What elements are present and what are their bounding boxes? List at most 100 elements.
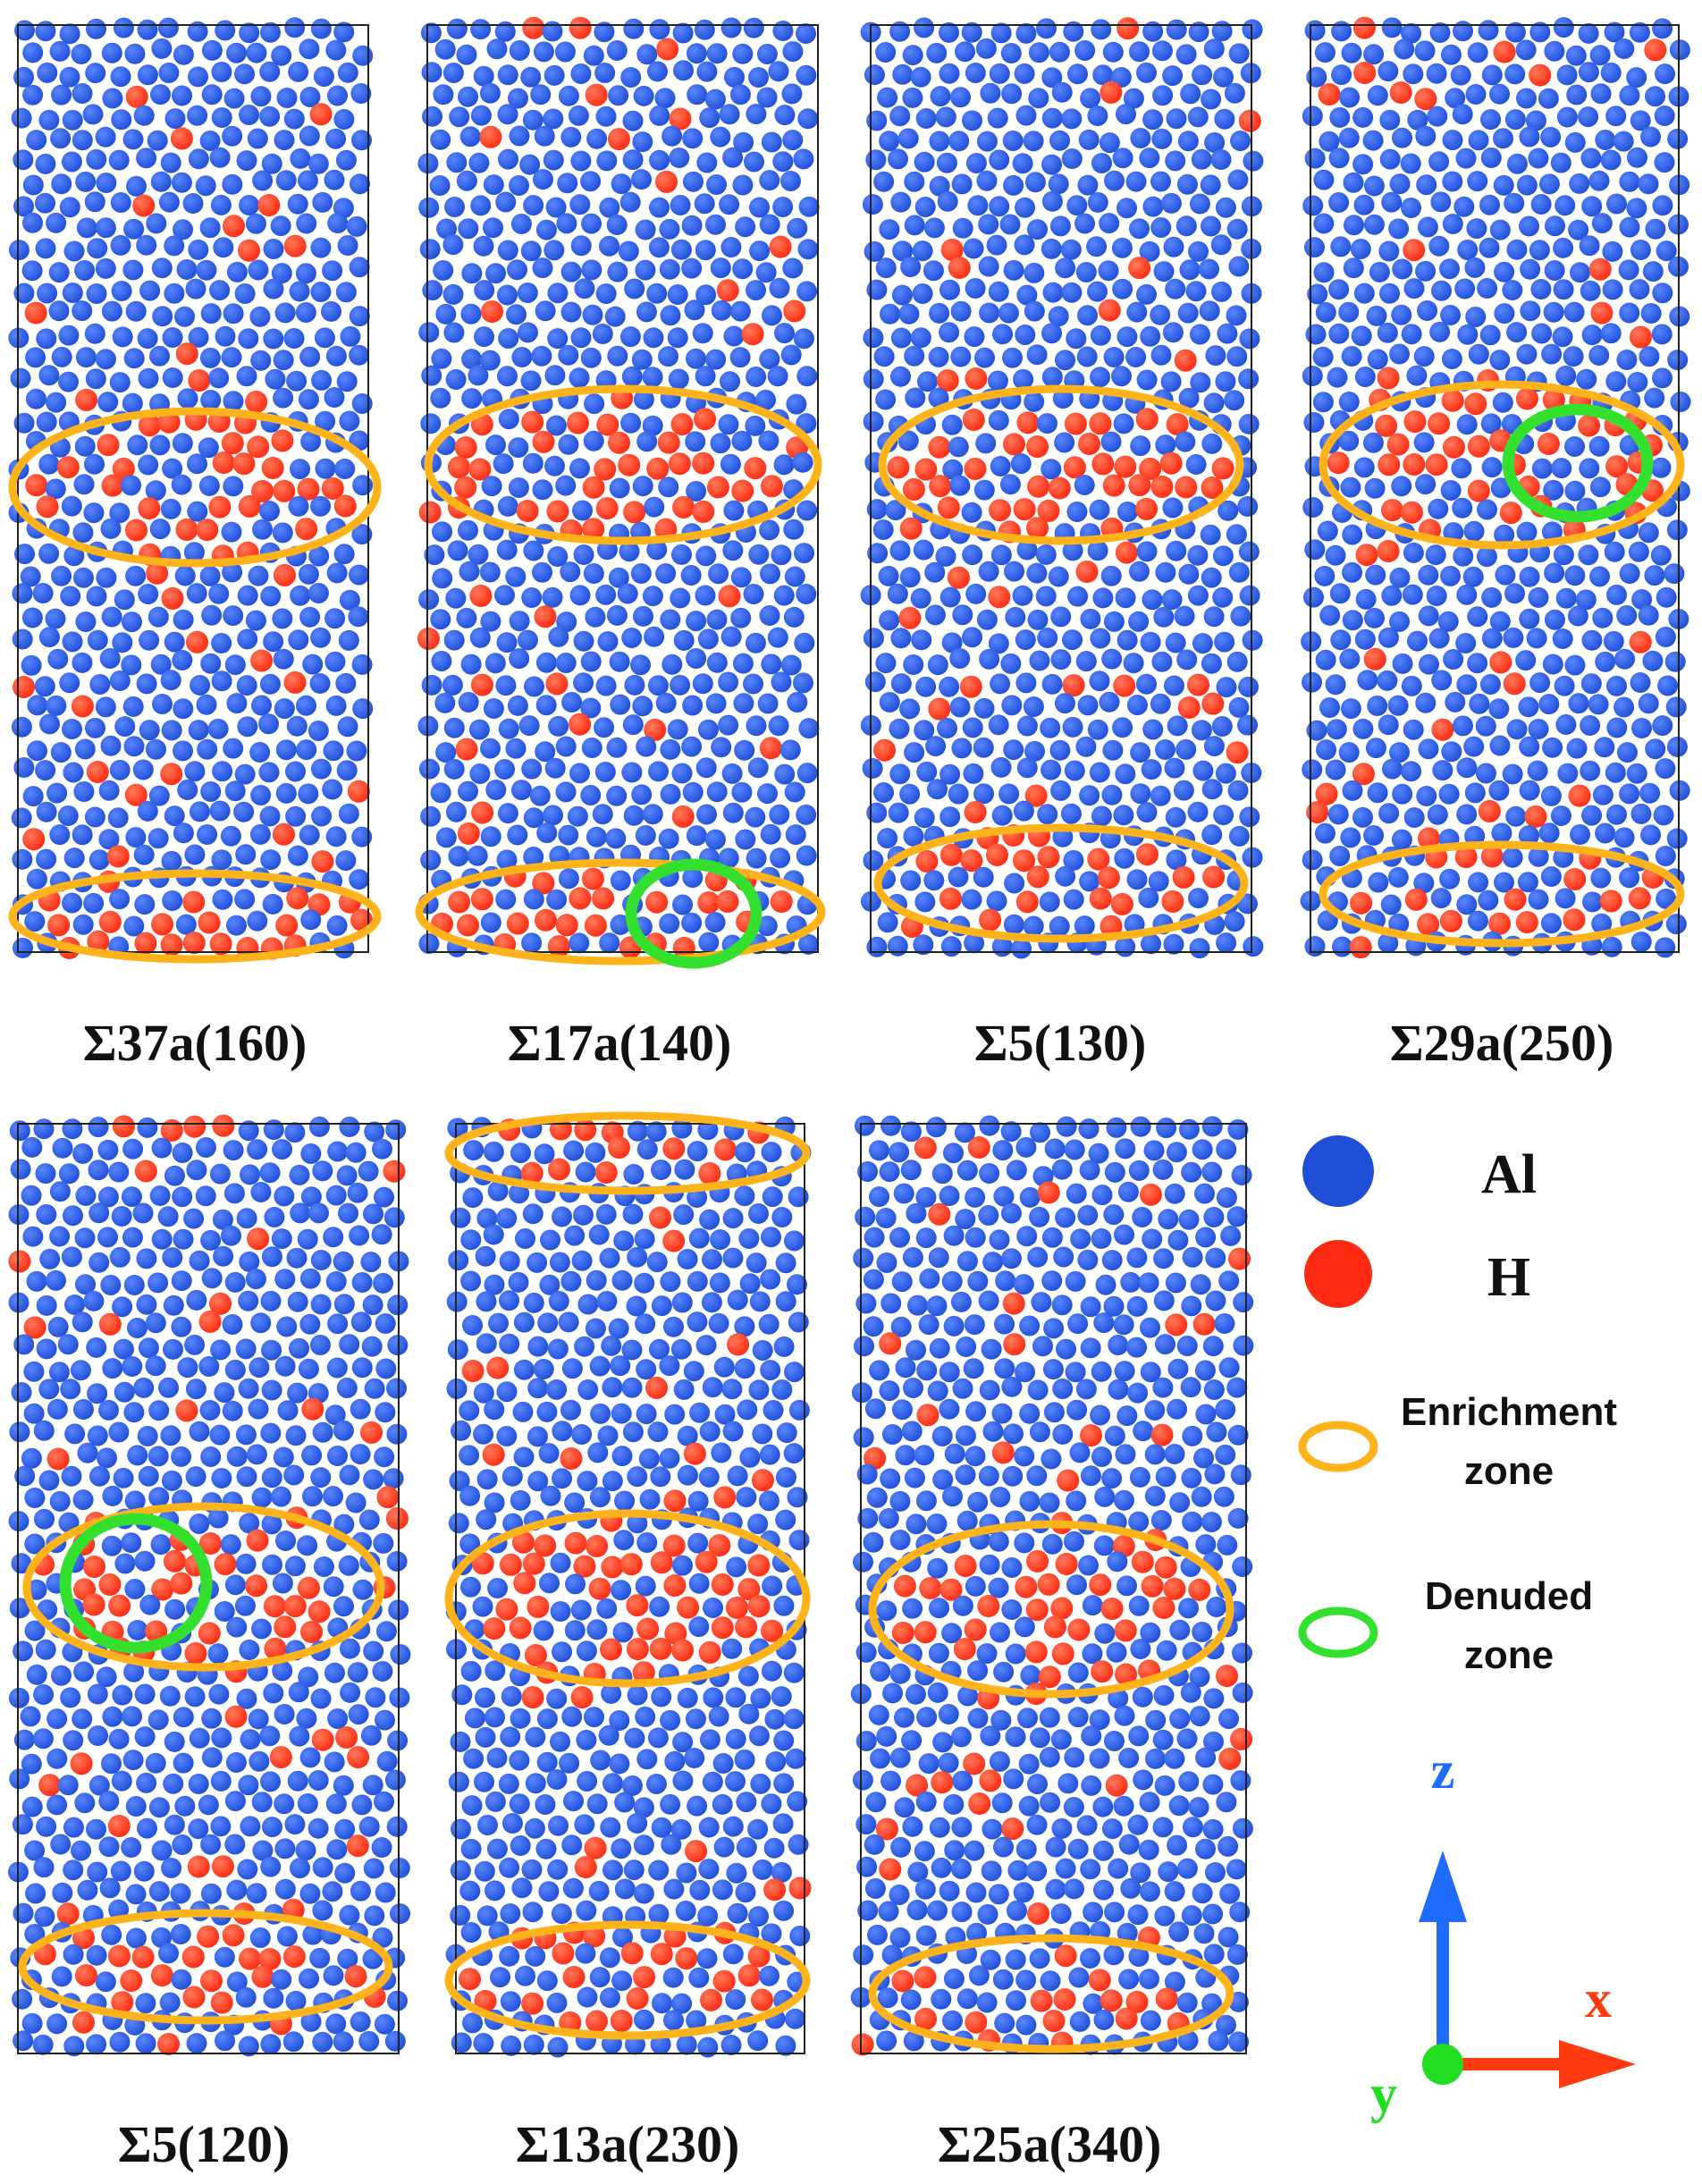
al-atom bbox=[618, 240, 639, 262]
al-atom bbox=[1100, 565, 1122, 586]
al-atom bbox=[515, 1228, 535, 1249]
al-atom bbox=[72, 300, 93, 322]
al-atom bbox=[910, 66, 931, 88]
al-atom bbox=[941, 1623, 963, 1644]
al-atom bbox=[906, 1514, 927, 1535]
al-atom bbox=[1407, 109, 1428, 131]
al-atom bbox=[13, 1902, 34, 1924]
al-atom bbox=[223, 303, 244, 325]
al-atom bbox=[234, 889, 256, 910]
al-atom bbox=[20, 1706, 41, 1727]
al-atom bbox=[1315, 302, 1336, 323]
al-atom bbox=[334, 1818, 356, 1840]
al-atom bbox=[542, 586, 563, 608]
al-atom bbox=[1442, 130, 1463, 151]
al-atom bbox=[1176, 173, 1198, 195]
al-atom bbox=[474, 1860, 495, 1882]
al-atom bbox=[1614, 827, 1635, 848]
h-atom bbox=[656, 38, 679, 61]
al-atom bbox=[1467, 910, 1488, 932]
al-atom bbox=[1063, 1797, 1084, 1817]
al-atom bbox=[34, 1906, 55, 1927]
al-atom bbox=[1081, 1725, 1102, 1747]
h-atom bbox=[1568, 784, 1591, 807]
al-atom bbox=[558, 824, 579, 846]
al-atom bbox=[649, 105, 670, 126]
al-atom bbox=[284, 1814, 306, 1835]
al-atom bbox=[891, 284, 913, 306]
al-atom bbox=[323, 1576, 344, 1598]
al-atom bbox=[1401, 22, 1421, 44]
al-atom bbox=[39, 713, 60, 735]
al-atom bbox=[792, 451, 813, 473]
al-atom bbox=[1600, 323, 1622, 344]
al-atom bbox=[1325, 544, 1346, 566]
simulation-panel-2 bbox=[415, 16, 826, 969]
al-atom bbox=[1187, 106, 1209, 128]
al-atom bbox=[1007, 1859, 1029, 1881]
al-atom bbox=[889, 1747, 911, 1768]
al-atom bbox=[1479, 674, 1501, 695]
al-atom bbox=[1080, 608, 1101, 629]
al-atom bbox=[1202, 1903, 1224, 1925]
al-atom bbox=[1040, 717, 1061, 738]
h-atom bbox=[1201, 476, 1224, 499]
al-atom bbox=[1075, 651, 1097, 672]
al-atom bbox=[308, 1817, 329, 1839]
al-atom bbox=[1006, 1990, 1026, 2011]
al-atom bbox=[782, 130, 804, 151]
al-atom bbox=[671, 544, 692, 565]
al-atom bbox=[1224, 390, 1245, 411]
al-atom bbox=[1319, 697, 1340, 718]
al-atom bbox=[1043, 1318, 1065, 1339]
al-atom bbox=[545, 415, 567, 436]
al-atom bbox=[162, 890, 183, 911]
al-atom bbox=[548, 1815, 569, 1836]
al-atom bbox=[375, 1709, 395, 1731]
al-atom bbox=[1541, 521, 1563, 543]
enrichment-zone-ellipse bbox=[444, 1509, 811, 1688]
al-atom bbox=[1066, 1574, 1087, 1596]
al-atom bbox=[619, 326, 641, 348]
al-atom bbox=[980, 82, 1001, 104]
al-atom bbox=[500, 1991, 521, 2012]
al-atom bbox=[696, 61, 718, 82]
al-atom bbox=[797, 108, 819, 130]
h-atom bbox=[157, 2033, 180, 2055]
al-atom bbox=[57, 805, 79, 826]
al-atom bbox=[1231, 1165, 1252, 1185]
al-atom bbox=[1227, 169, 1249, 190]
h-atom bbox=[1135, 408, 1159, 431]
h-atom bbox=[134, 1159, 157, 1183]
al-atom bbox=[223, 88, 245, 109]
al-atom bbox=[210, 1770, 232, 1792]
al-atom bbox=[260, 2034, 282, 2055]
al-atom bbox=[787, 1791, 808, 1812]
al-atom bbox=[496, 632, 518, 654]
al-atom bbox=[965, 1446, 986, 1467]
al-atom bbox=[722, 1247, 744, 1269]
al-atom bbox=[773, 585, 795, 606]
al-atom bbox=[904, 1467, 925, 1488]
enrichment-zone-ellipse bbox=[22, 1502, 385, 1672]
al-atom bbox=[226, 42, 247, 63]
al-atom bbox=[137, 1425, 158, 1446]
al-atom bbox=[101, 300, 122, 322]
al-atom bbox=[1351, 325, 1372, 347]
al-atom bbox=[312, 191, 333, 213]
al-atom bbox=[336, 1378, 358, 1398]
al-atom bbox=[939, 322, 960, 343]
al-atom bbox=[46, 1794, 68, 1816]
al-atom bbox=[927, 654, 948, 676]
h-atom bbox=[1417, 913, 1440, 936]
h-atom bbox=[151, 913, 173, 936]
al-atom bbox=[1124, 914, 1145, 935]
h-atom bbox=[245, 391, 268, 413]
al-atom bbox=[1638, 173, 1659, 195]
al-atom bbox=[509, 611, 530, 632]
h-atom bbox=[725, 1596, 748, 1619]
al-atom bbox=[200, 653, 222, 674]
al-atom bbox=[507, 259, 527, 281]
al-atom bbox=[1553, 847, 1574, 868]
al-atom bbox=[124, 1490, 146, 1512]
